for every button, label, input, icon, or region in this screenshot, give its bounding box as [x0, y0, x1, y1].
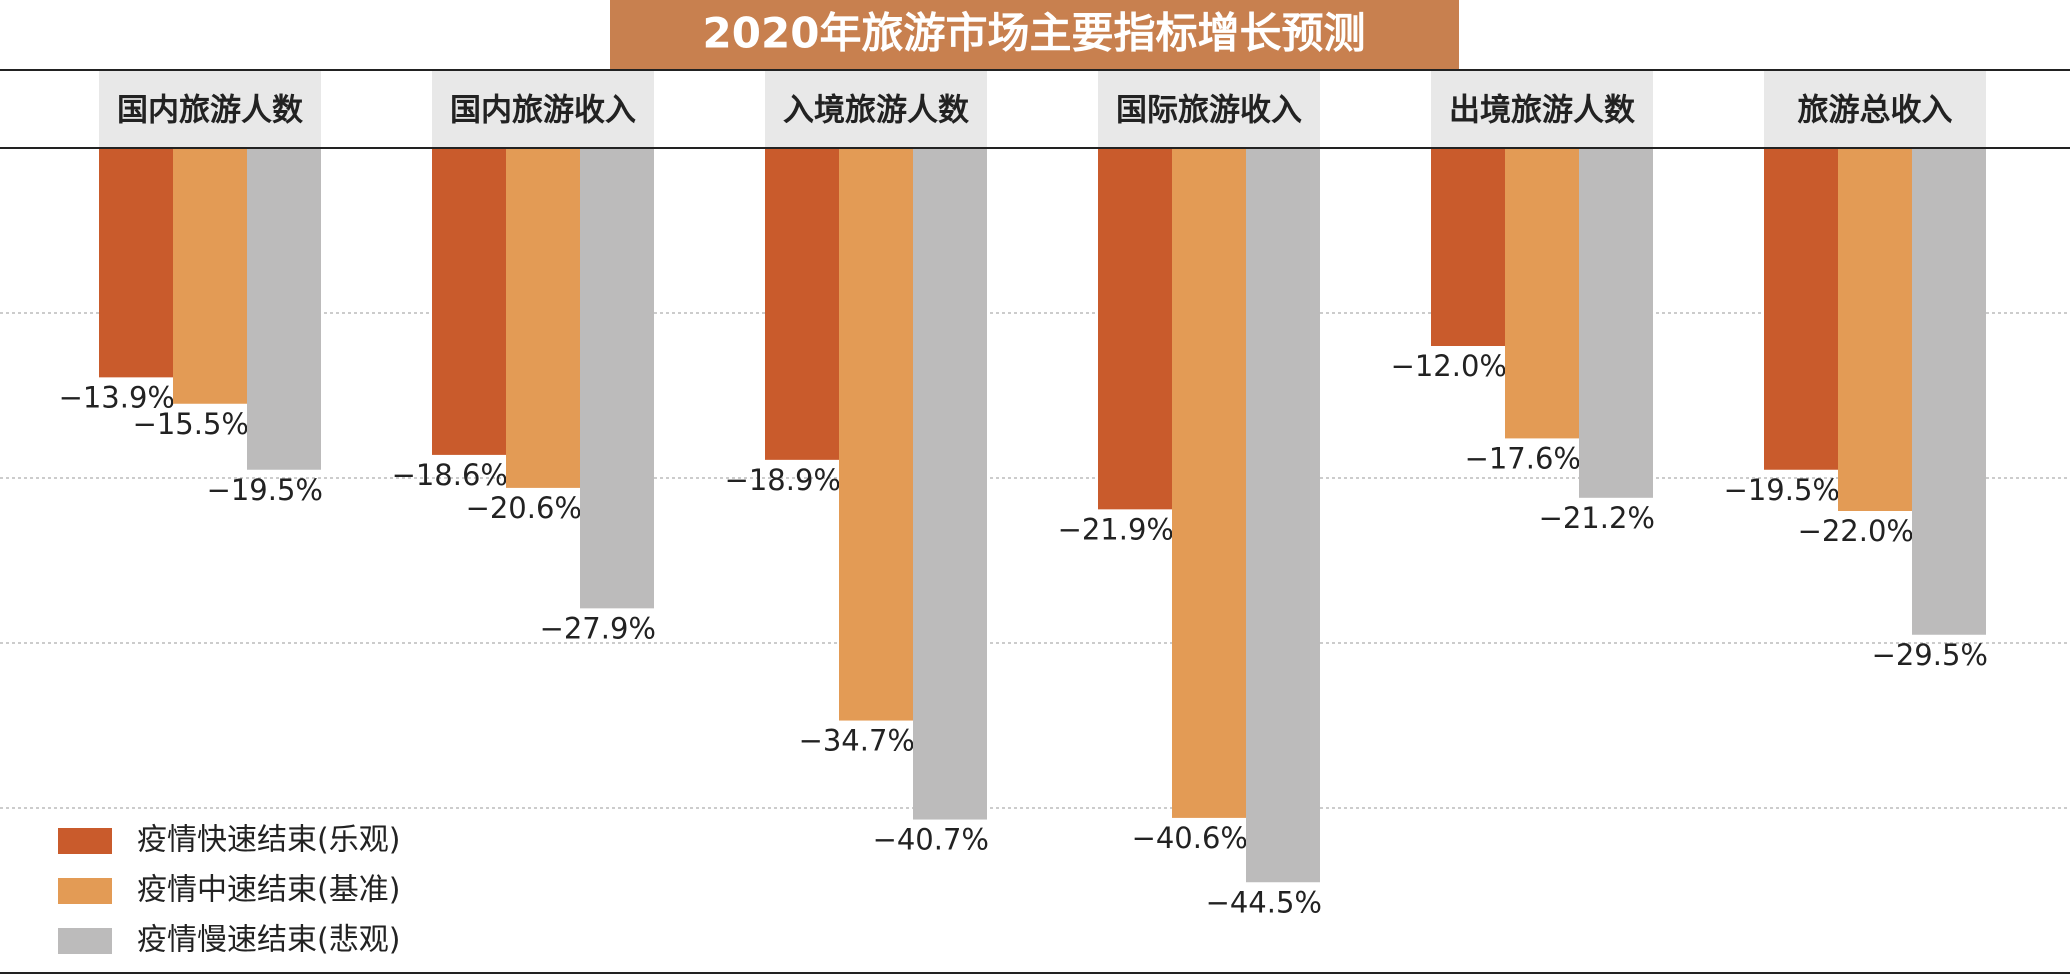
value-label: −18.9% — [725, 463, 841, 497]
category-header-bg — [1764, 70, 1986, 148]
bar — [1246, 148, 1320, 883]
category-header-bg — [1098, 70, 1320, 148]
legend-label: 疫情快速结束(乐观) — [137, 823, 400, 858]
value-label: −15.5% — [133, 407, 249, 441]
value-label: −19.5% — [207, 473, 323, 507]
category-header-bg — [1431, 70, 1653, 148]
bar — [173, 148, 247, 404]
chart-title: 2020年旅游市场主要指标增长预测 — [703, 9, 1366, 58]
value-label: −40.7% — [873, 823, 989, 857]
bar — [1505, 148, 1579, 439]
category-label: 国内旅游收入 — [450, 93, 636, 129]
bar — [1172, 148, 1246, 818]
value-label: −34.7% — [799, 724, 915, 758]
bar — [506, 148, 580, 488]
value-label: −29.5% — [1872, 638, 1988, 672]
category-label: 国际旅游收入 — [1116, 93, 1302, 129]
value-label: −22.0% — [1798, 514, 1914, 548]
legend-label: 疫情慢速结束(悲观) — [137, 923, 400, 958]
category-label: 国内旅游人数 — [117, 93, 303, 129]
value-label: −18.6% — [392, 458, 508, 492]
legend-swatch — [58, 878, 112, 904]
value-label: −27.9% — [540, 611, 656, 645]
bar — [99, 148, 173, 378]
bar — [839, 148, 913, 721]
value-label: −21.9% — [1058, 512, 1174, 546]
bar — [247, 148, 321, 470]
category-label: 入境旅游人数 — [783, 93, 969, 129]
value-label: −21.2% — [1539, 501, 1655, 535]
bar — [432, 148, 506, 455]
bar — [1431, 148, 1505, 346]
value-label: −20.6% — [466, 491, 582, 525]
value-label: −19.5% — [1724, 473, 1840, 507]
category-header-bg — [99, 70, 321, 148]
bar — [1579, 148, 1653, 498]
value-label: −40.6% — [1132, 821, 1248, 855]
bar — [580, 148, 654, 609]
value-label: −17.6% — [1465, 441, 1581, 475]
value-label: −44.5% — [1206, 885, 1322, 919]
bar — [913, 148, 987, 820]
category-header-bg — [765, 70, 987, 148]
bar — [765, 148, 839, 460]
category-label: 出境旅游人数 — [1449, 93, 1635, 129]
bar — [1098, 148, 1172, 510]
legend-label: 疫情中速结束(基准) — [137, 873, 400, 908]
bar — [1764, 148, 1838, 470]
legend-swatch — [58, 828, 112, 854]
legend-swatch — [58, 928, 112, 954]
category-header-bg — [432, 70, 654, 148]
bar — [1838, 148, 1912, 511]
bar — [1912, 148, 1986, 635]
value-label: −13.9% — [59, 380, 175, 414]
title-box — [610, 0, 1459, 70]
value-label: −12.0% — [1391, 349, 1507, 383]
category-label: 旅游总收入 — [1798, 93, 1953, 129]
